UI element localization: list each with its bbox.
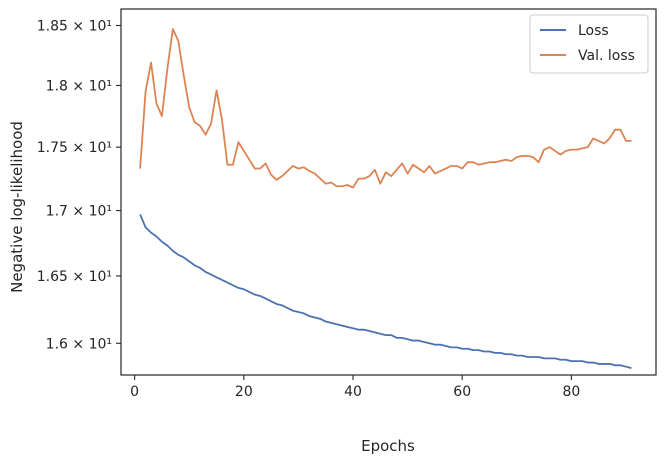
plot-area bbox=[139, 28, 632, 369]
x-axis-label: Epochs bbox=[361, 437, 415, 455]
series-line-loss bbox=[139, 214, 632, 369]
x-tick-label: 60 bbox=[453, 384, 471, 400]
y-tick-label: 1.8 × 10¹ bbox=[46, 78, 112, 94]
legend-label-val-loss: Val. loss bbox=[578, 48, 635, 64]
axes-frame bbox=[120, 8, 657, 376]
y-tick-label: 1.6 × 10¹ bbox=[46, 336, 112, 352]
y-tick-label: 1.85 × 10¹ bbox=[37, 19, 112, 35]
legend-label-loss: Loss bbox=[578, 23, 609, 39]
y-tick-label: 1.7 × 10¹ bbox=[46, 204, 112, 220]
x-tick-label: 80 bbox=[562, 384, 580, 400]
y-axis-label: Negative log-likelihood bbox=[8, 121, 26, 293]
y-tick-label: 1.75 × 10¹ bbox=[37, 140, 112, 156]
y-tick-label: 1.65 × 10¹ bbox=[37, 269, 112, 285]
x-tick-label: 0 bbox=[130, 384, 139, 400]
ticks: 0 20 40 60 80 1.6 × 10¹ 1.65 × 10¹ 1.7 × 10¹ 1.7… bbox=[37, 19, 581, 400]
legend: Loss Val. loss bbox=[529, 14, 649, 74]
x-tick-label: 40 bbox=[344, 384, 362, 400]
series-line-val-loss bbox=[139, 28, 632, 189]
x-tick-label: 20 bbox=[235, 384, 253, 400]
